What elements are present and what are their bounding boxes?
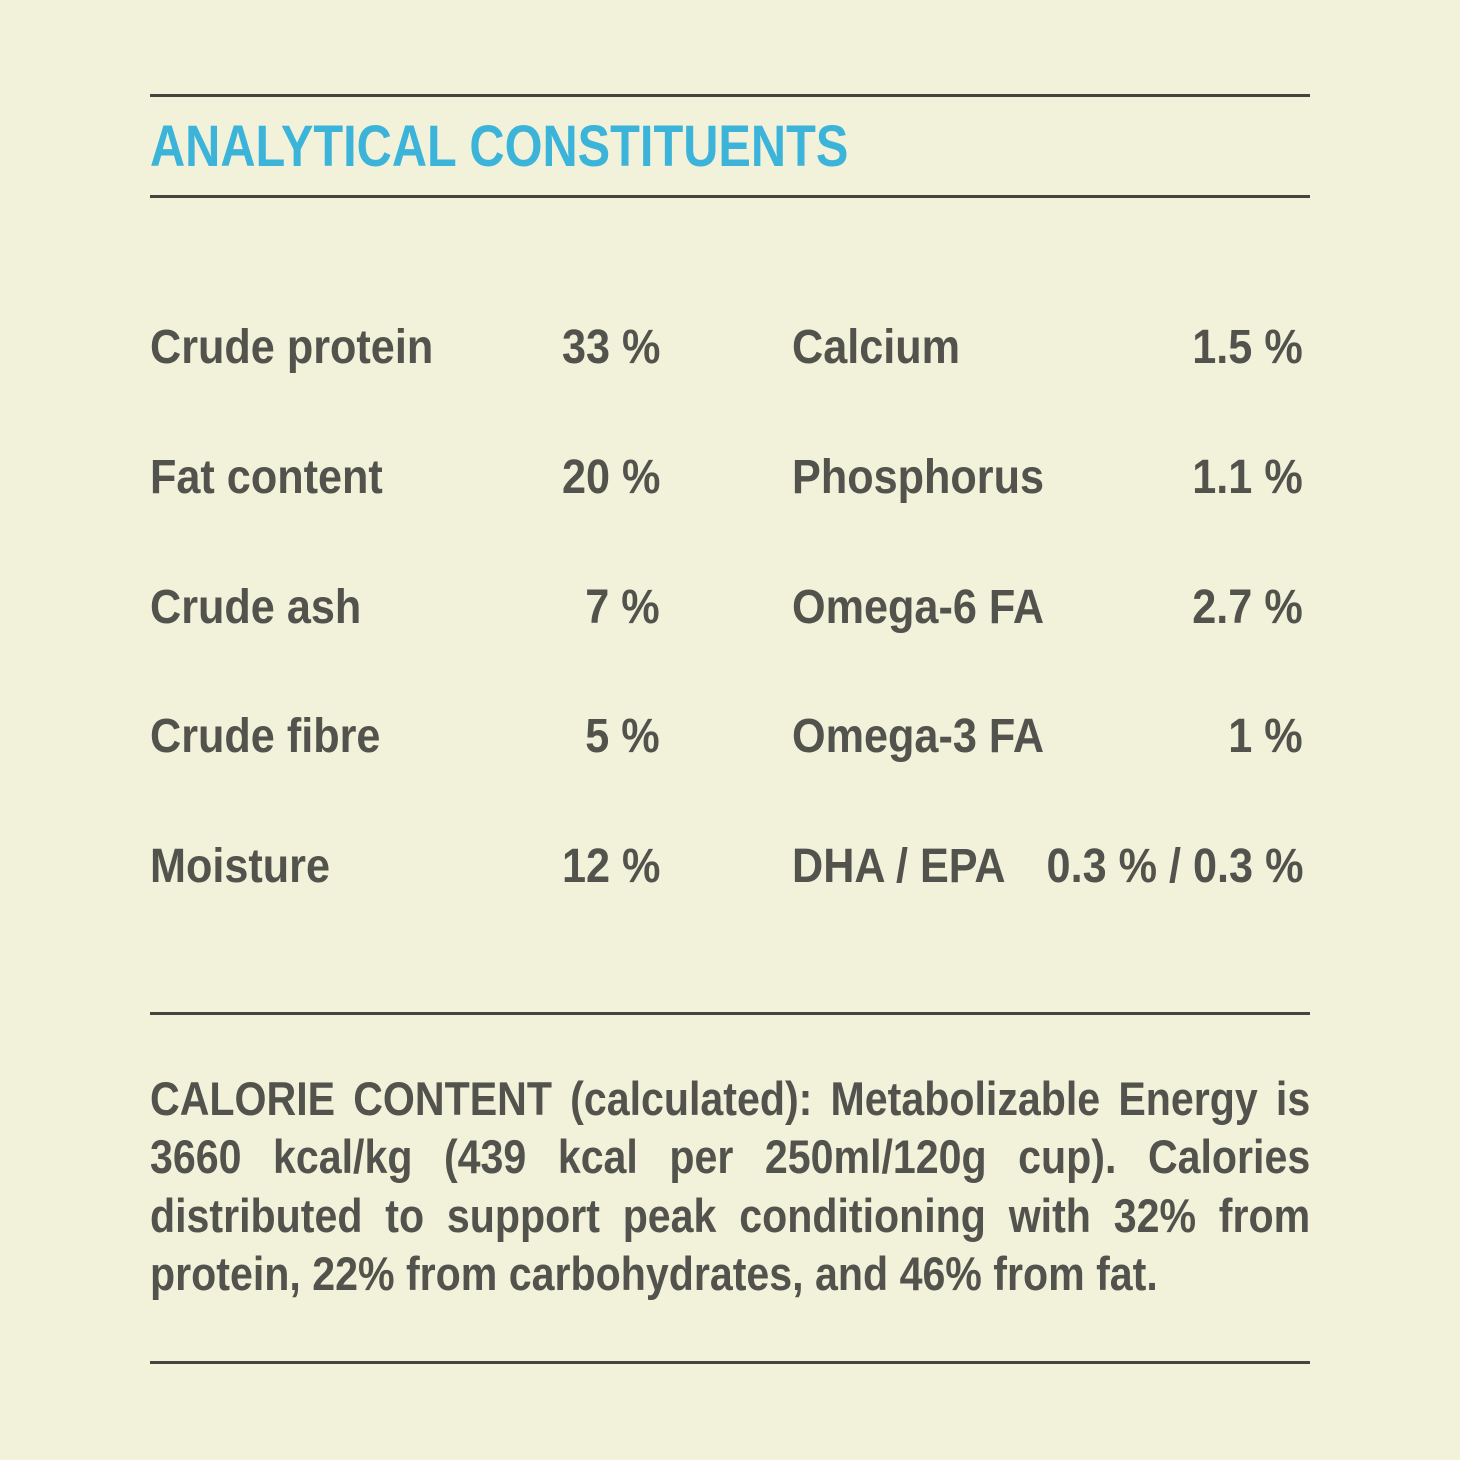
nutrient-value: 5 %: [585, 710, 660, 764]
calorie-text-line: protein, 22% from carbohydrates, and 46%…: [150, 1246, 1158, 1300]
nutrient-value: 1.1 %: [1192, 450, 1303, 504]
nutrient-value: 7 %: [585, 580, 660, 634]
nutrient-row: Crude ash 7 %: [150, 580, 660, 634]
nutrient-value: 1 %: [1228, 710, 1303, 764]
calorie-divider-rule: [150, 1011, 1310, 1015]
nutrient-row: Crude protein 33 %: [150, 324, 660, 372]
nutrient-row: Fat content 20 %: [150, 450, 660, 504]
nutrient-value: 12 %: [561, 840, 660, 894]
calorie-text-line: 3660 kcal/kg (439 kcal per 250ml/120g cup). Cal…: [150, 1130, 1311, 1184]
nutrient-row: Moisture 12 %: [150, 843, 660, 891]
nutrient-label: Phosphorus: [792, 450, 1045, 504]
nutrient-row: Omega-3 FA 1 %: [792, 713, 1303, 761]
nutrient-label: Calcium: [792, 321, 961, 375]
nutrient-label: Moisture: [150, 840, 331, 894]
top-rule: [150, 93, 1310, 97]
nutrient-row: DHA / EPA 0.3 % / 0.3 %: [792, 843, 1303, 891]
calorie-text-line: CALORIE CONTENT (calculated): Metabolizable…: [150, 1072, 1311, 1126]
nutrient-value: 33 %: [561, 321, 660, 375]
nutrient-row: Crude fibre 5 %: [150, 713, 660, 761]
nutrient-label: Crude fibre: [150, 710, 381, 764]
bottom-rule: [150, 1360, 1310, 1364]
nutrient-row: Phosphorus 1.1 %: [792, 450, 1303, 504]
nutrient-row: Calcium 1.5 %: [792, 324, 1303, 372]
nutrient-label: DHA / EPA: [792, 840, 1006, 894]
nutrient-label: Omega-3 FA: [792, 710, 1045, 764]
nutrient-value: 2.7 %: [1192, 580, 1303, 634]
title-underline-rule: [150, 194, 1310, 198]
nutrient-value: 1.5 %: [1192, 321, 1303, 375]
nutrient-value: 0.3 % / 0.3 %: [1046, 840, 1303, 894]
nutrient-label: Fat content: [150, 450, 383, 504]
calorie-text-line: distributed to support peak conditioning with…: [150, 1188, 1311, 1242]
nutrient-label: Crude ash: [150, 580, 362, 634]
section-title: ANALYTICAL CONSTITUENTS: [150, 113, 849, 179]
nutrient-value: 20 %: [561, 450, 660, 504]
nutrient-label: Omega-6 FA: [792, 580, 1045, 634]
nutrient-label: Crude protein: [150, 321, 434, 375]
nutrient-row: Omega-6 FA 2.7 %: [792, 580, 1303, 634]
calorie-content-paragraph: CALORIE CONTENT (calculated): Metabolizable…: [150, 1070, 1310, 1303]
